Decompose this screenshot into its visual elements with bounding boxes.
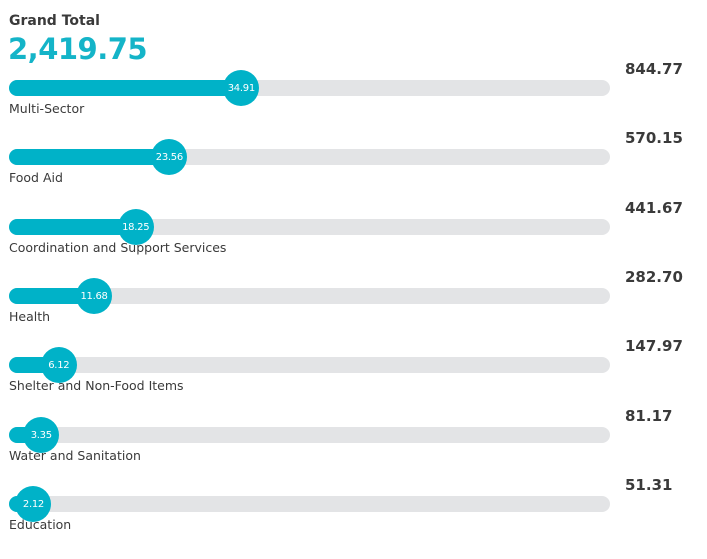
percent-label: 18.25 xyxy=(117,209,154,245)
bar-track xyxy=(9,219,610,235)
percent-label: 11.68 xyxy=(76,278,113,314)
bar-track xyxy=(9,357,610,373)
value-label: 51.31 xyxy=(625,476,673,494)
category-label: Coordination and Support Services xyxy=(9,240,227,255)
category-label: Water and Sanitation xyxy=(9,448,141,463)
chart-title: Grand Total xyxy=(9,13,100,29)
bar-fill xyxy=(9,80,242,96)
bar-row: 23.56 Food Aid 570.15 xyxy=(0,129,707,199)
bar-fill xyxy=(9,288,95,304)
category-label: Shelter and Non-Food Items xyxy=(9,378,184,393)
bar-row: 11.68 Health 282.70 xyxy=(0,268,707,338)
bar-row: 3.35 Water and Sanitation 81.17 xyxy=(0,407,707,477)
bar-track xyxy=(9,288,610,304)
value-label: 570.15 xyxy=(625,129,683,147)
value-label: 844.77 xyxy=(625,60,683,78)
category-label: Education xyxy=(9,517,72,532)
percent-label: 34.91 xyxy=(223,70,260,106)
value-label: 441.67 xyxy=(625,199,683,217)
category-label: Food Aid xyxy=(9,170,63,185)
percent-label: 3.35 xyxy=(23,417,60,453)
bar-fill xyxy=(9,219,136,235)
category-label: Health xyxy=(9,309,51,324)
value-label: 147.97 xyxy=(625,337,683,355)
bar-row: 6.12 Shelter and Non-Food Items 147.97 xyxy=(0,337,707,407)
percent-label: 2.12 xyxy=(15,486,52,522)
category-label: Multi-Sector xyxy=(9,101,85,116)
bar-track xyxy=(9,427,610,443)
percent-label: 23.56 xyxy=(151,139,188,175)
bar-row: 2.12 Education 51.31 xyxy=(0,476,707,546)
value-label: 282.70 xyxy=(625,268,683,286)
bar-row: 18.25 Coordination and Support Services 44… xyxy=(0,199,707,269)
bar-fill xyxy=(9,149,170,165)
bar-track xyxy=(9,496,610,512)
grand-total-value: 2,419.75 xyxy=(8,32,148,66)
percent-label: 6.12 xyxy=(40,347,77,383)
bar-row: 34.91 Multi-Sector 844.77 xyxy=(0,60,707,130)
value-label: 81.17 xyxy=(625,407,673,425)
